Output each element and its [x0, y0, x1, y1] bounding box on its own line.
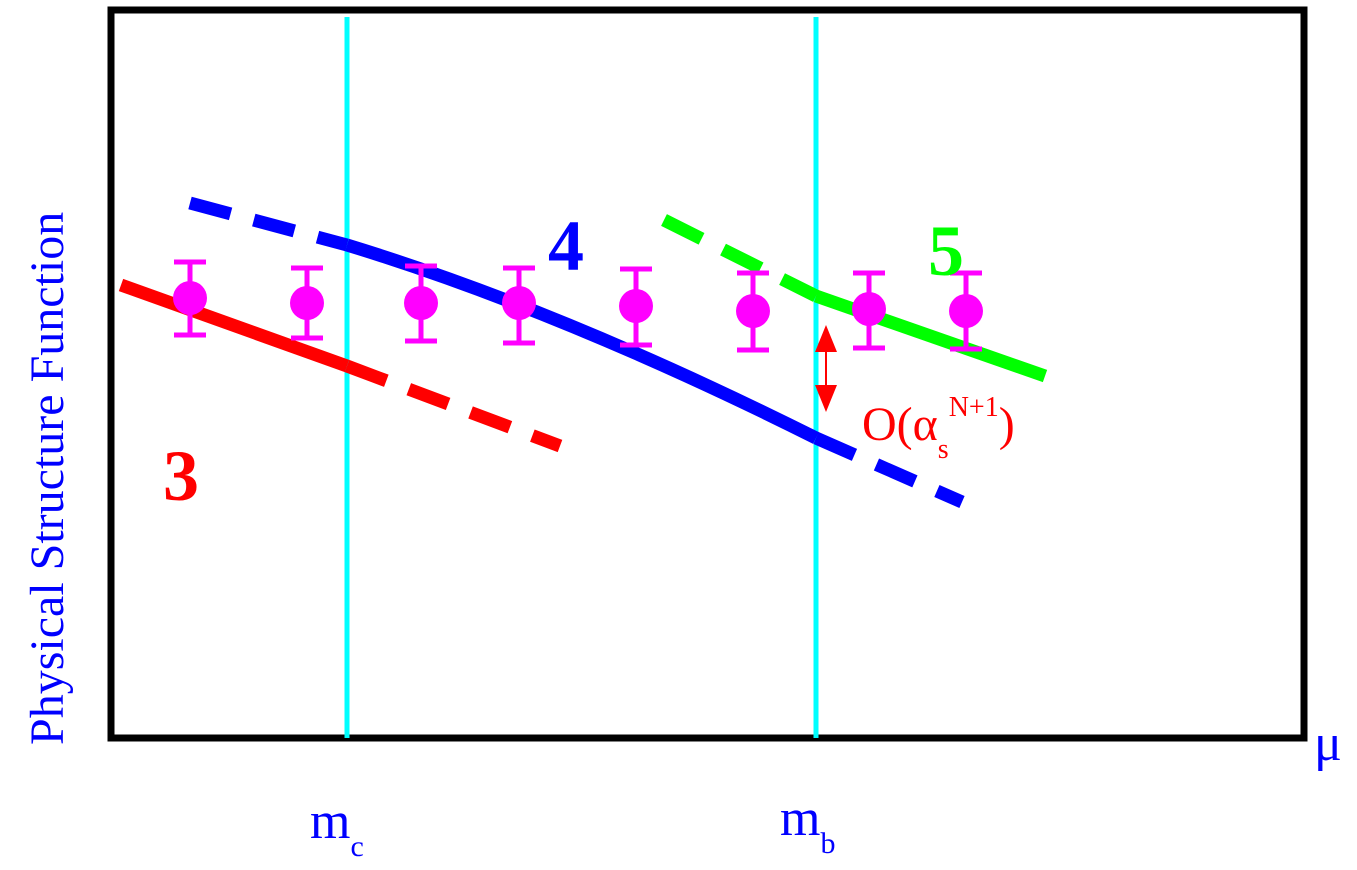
data-point-marker	[619, 289, 653, 323]
order-annotation-suffix: )	[999, 398, 1015, 451]
nf4-dashed-curve	[188, 196, 349, 252]
scheme-label-4: 4	[548, 206, 584, 286]
scheme-label-5: 5	[928, 211, 964, 291]
order-annotation-sup: N+1	[949, 392, 999, 423]
data-point	[736, 270, 770, 353]
data-points	[173, 259, 983, 353]
order-annotation-sub: s	[938, 434, 949, 465]
data-point	[949, 270, 983, 352]
nf3-solid-curve	[118, 278, 350, 373]
data-point-marker	[852, 292, 886, 326]
data-point-marker	[502, 286, 536, 320]
data-point-marker	[949, 294, 983, 328]
data-point	[619, 266, 653, 348]
data-point	[290, 265, 324, 341]
order-annotation: O(αsN+1)	[862, 392, 1015, 465]
order-annotation-prefix: O(α	[862, 398, 938, 451]
difference-arrow-icon	[815, 325, 837, 412]
nf3-dashed-curve	[344, 359, 563, 453]
threshold-label-mc-sub: c	[350, 830, 363, 863]
data-point	[404, 263, 438, 344]
threshold-label-mb-main: m	[780, 790, 820, 847]
data-point	[173, 259, 207, 338]
threshold-label-mc-main: m	[310, 793, 350, 850]
plot-frame	[107, 6, 1308, 742]
y-axis-label: Physical Structure Function	[21, 212, 74, 745]
data-point	[852, 270, 886, 351]
threshold-label-mb-sub: b	[820, 827, 835, 860]
nf5-solid-curve	[813, 289, 1048, 383]
nf5-dashed-curve	[661, 214, 819, 302]
data-point-marker	[404, 286, 438, 320]
nf4-dashed-tail-curve	[813, 432, 965, 508]
data-point-marker	[290, 286, 324, 320]
threshold-label-mb: mb	[780, 790, 835, 860]
data-point	[502, 265, 536, 346]
scheme-label-3: 3	[163, 436, 199, 516]
data-point-marker	[736, 294, 770, 328]
x-axis-label: μ	[1314, 715, 1342, 772]
data-point-marker	[173, 281, 207, 315]
threshold-label-mc: mc	[310, 793, 364, 863]
